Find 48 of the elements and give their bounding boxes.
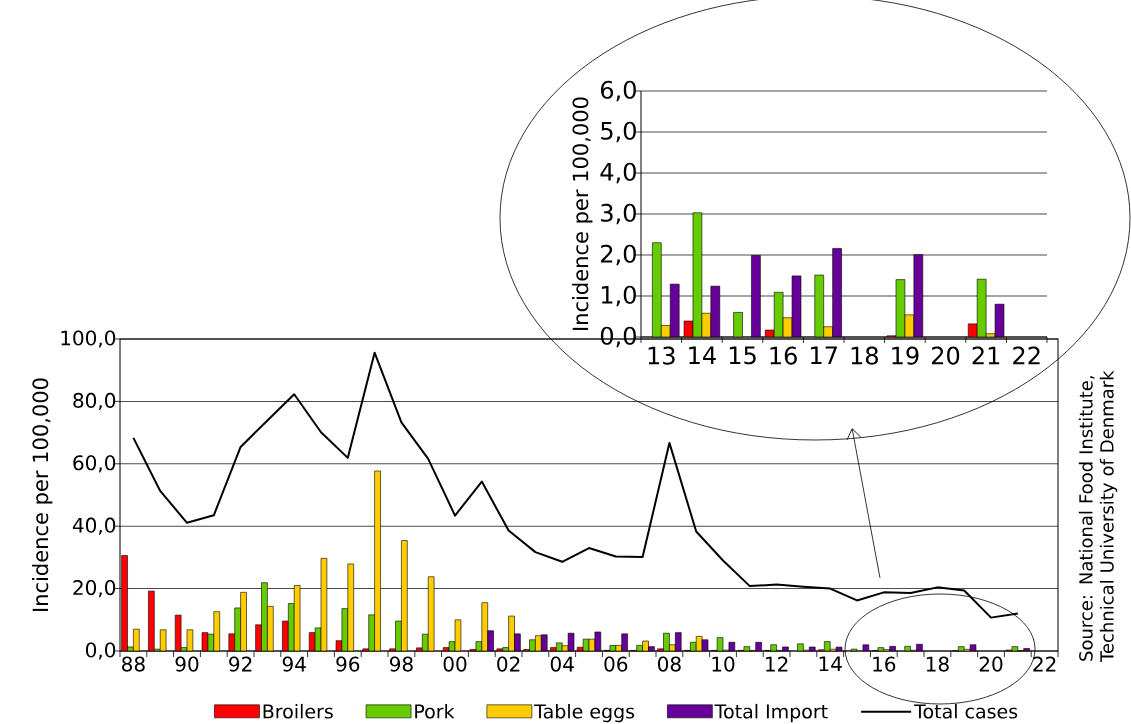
x-tick-label: 18 — [851, 346, 878, 365]
x-tick-label: 04 — [550, 656, 574, 672]
y-tick-label: 1,0 — [601, 285, 636, 307]
x-tick-label: 14 — [689, 346, 716, 365]
x-tick-label: 10 — [712, 656, 735, 672]
x-tick-label: 96 — [336, 656, 360, 672]
legend-label: Total cases — [914, 703, 1018, 719]
legend-label: Broilers — [263, 703, 333, 719]
x-tick-label: 18 — [926, 656, 949, 672]
x-tick-label: 22 — [1033, 656, 1056, 672]
y-tick-label: 5,0 — [601, 121, 636, 143]
x-tick-label: 16 — [770, 346, 797, 365]
y-tick-label: 4,0 — [600, 162, 636, 184]
y-tick-label: 60,0 — [73, 455, 116, 473]
x-tick-label: 20 — [932, 346, 960, 365]
x-tick-label: 94 — [282, 656, 306, 672]
x-tick-label: 06 — [604, 656, 628, 672]
legend-label: Total Import — [714, 703, 828, 723]
legend-label: Table eggs — [534, 703, 635, 723]
x-tick-label: 13 — [648, 346, 675, 365]
x-tick-label: 00 — [443, 656, 467, 672]
x-tick-label: 90 — [175, 656, 199, 672]
x-tick-label: 12 — [766, 656, 788, 672]
x-tick-label: 08 — [658, 656, 681, 672]
y-tick-label: 6,0 — [600, 80, 636, 102]
x-tick-label: 20 — [979, 656, 1003, 672]
y-tick-label: 40,0 — [72, 517, 116, 535]
y-axis-title: Incidence per 100,000 — [32, 378, 53, 611]
source-note: Source: National Food Institute, Technical University of Denmark — [1078, 370, 1118, 663]
x-tick-label: 14 — [819, 656, 842, 672]
x-tick-label: 02 — [497, 656, 520, 672]
y-tick-label: 100,0 — [61, 330, 116, 348]
y-tick-label: 3,0 — [601, 203, 636, 225]
x-tick-label: 22 — [1013, 346, 1040, 365]
y-tick-label: 20,0 — [73, 580, 116, 598]
y-axis-title: Incidence per 100,000 — [572, 97, 593, 330]
y-tick-label: 2,0 — [601, 244, 636, 266]
x-tick-label: 16 — [873, 656, 896, 672]
x-tick-label: 92 — [229, 656, 252, 672]
y-tick-label: 80,0 — [73, 392, 116, 410]
legend-label: Pork — [415, 703, 455, 719]
x-tick-label: 98 — [389, 656, 413, 672]
x-tick-label: 21 — [972, 346, 1000, 365]
y-tick-label: 0,0 — [85, 642, 116, 660]
x-tick-label: 17 — [811, 346, 837, 365]
x-tick-label: 15 — [729, 346, 756, 365]
x-tick-label: 88 — [122, 656, 145, 672]
x-tick-label: 19 — [892, 346, 919, 365]
